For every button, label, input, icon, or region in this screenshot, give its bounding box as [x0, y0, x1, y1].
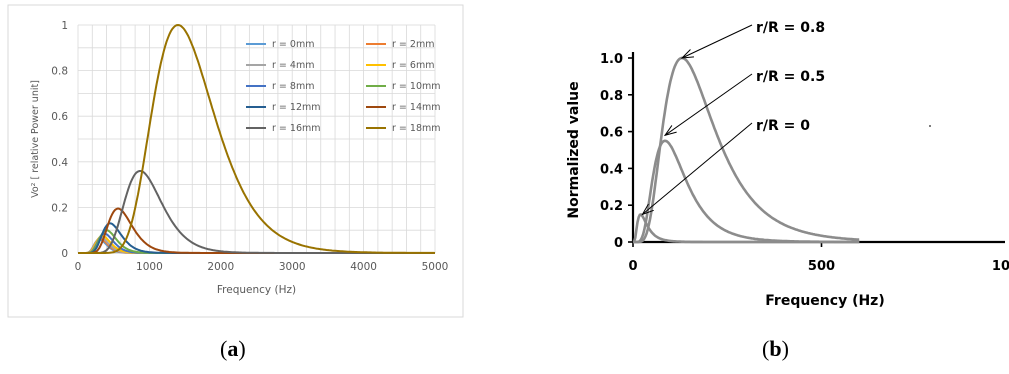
annotation-arrow [681, 24, 753, 59]
legend-label: r = 14mm [392, 102, 441, 113]
y-tick-label: 1 [61, 20, 68, 32]
annotation-label: r/R = 0.8 [756, 20, 825, 36]
y-axis-label: Vo² [ relative Power unit] [30, 80, 41, 198]
y-tick-label: 1.0 [600, 52, 623, 67]
y-tick-label: 0.2 [600, 199, 623, 214]
x-tick-label: 1000 [136, 261, 163, 273]
y-tick-label: 0.4 [51, 157, 68, 169]
legend-label: r = 12mm [272, 102, 321, 113]
curve-1 [633, 139, 860, 244]
x-axis-label: Frequency (Hz) [217, 284, 296, 296]
arrowhead [663, 125, 677, 137]
y-tick-label: 0.4 [600, 162, 623, 177]
annotation-label: r/R = 0 [756, 118, 810, 134]
caption-a: (a) [220, 336, 246, 361]
legend-label: r = 4mm [272, 60, 314, 71]
x-axis-label: Frequency (Hz) [765, 293, 884, 309]
x-tick-label: 4000 [350, 261, 377, 273]
x-tick-label: 0 [75, 261, 82, 273]
y-tick-label: 0.8 [600, 89, 623, 104]
legend-label: r = 6mm [392, 60, 434, 71]
x-tick-label: 5000 [422, 261, 449, 273]
x-tick-label: 500 [808, 259, 835, 274]
chart-a-legend: r = 0mm r = 2mm r = 4mm r = 6mm r = 8mm r = 1… [246, 39, 441, 134]
speck [929, 125, 931, 127]
y-tick-label: 0.6 [51, 111, 68, 123]
chart-a-frame [7, 4, 464, 318]
arrowhead [680, 49, 695, 59]
curve-2 [633, 56, 860, 244]
legend-label: r = 8mm [272, 81, 314, 92]
y-tick-label: 0.8 [51, 66, 68, 78]
x-tick-label: 2000 [207, 261, 234, 273]
legend-label: r = 18mm [392, 123, 441, 134]
y-tick-label: 0.2 [51, 202, 68, 214]
series-line-9 [78, 23, 436, 254]
arrowhead [641, 203, 654, 216]
annotation-label: r/R = 0.5 [756, 69, 825, 85]
legend-label: r = 16mm [272, 123, 321, 134]
chart-panel-b: 0 0.2 0.4 0.6 0.8 1.0 0 500 1000 Frequency (Hz) No… [520, 0, 1009, 330]
legend-label: r = 2mm [392, 39, 434, 50]
legend-label: r = 0mm [272, 39, 314, 50]
annotation-arrow [642, 122, 753, 215]
y-tick-label: 0 [61, 248, 68, 260]
y-axis-label: Normalized value [566, 81, 582, 218]
chart-a-svg: 0 1000 2000 3000 4000 5000 0 0.2 0.4 0.6 0.8 1 Frequ… [7, 4, 464, 318]
legend-label: r = 10mm [392, 81, 441, 92]
y-tick-label: 0.6 [600, 126, 623, 141]
x-tick-label: 3000 [279, 261, 306, 273]
x-tick-label: 0 [628, 259, 637, 274]
annotation-arrow [664, 73, 753, 136]
chart-panel-a: 0 1000 2000 3000 4000 5000 0 0.2 0.4 0.6 0.8 1 Frequ… [0, 0, 470, 330]
x-tick-label: 1000 [992, 259, 1009, 274]
y-tick-label: 0 [614, 236, 623, 251]
chart-b-svg: 0 0.2 0.4 0.6 0.8 1.0 0 500 1000 Frequency (Hz) No… [566, 20, 1009, 309]
caption-b: (b) [762, 336, 789, 361]
